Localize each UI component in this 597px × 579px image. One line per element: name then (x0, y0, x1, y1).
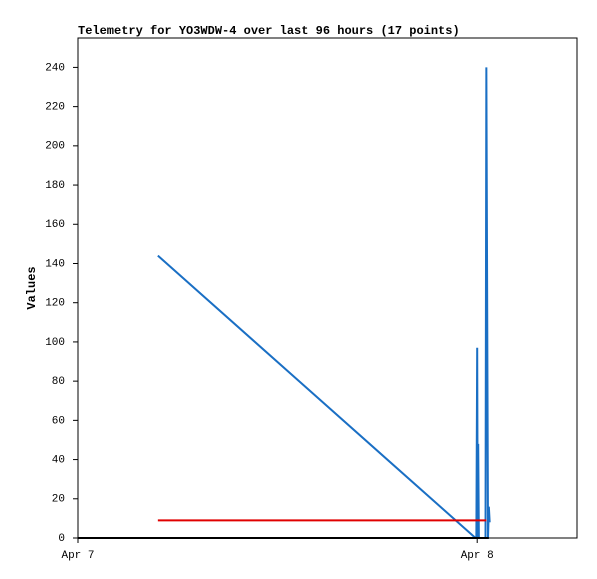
plot-frame (77, 37, 578, 539)
series-line (157, 67, 491, 539)
y-tick-label: 60 (52, 415, 65, 427)
y-tick-label: 220 (45, 102, 65, 114)
y-tick-label: 160 (45, 219, 65, 231)
y-tick-label: 200 (45, 141, 65, 153)
y-tick-label: 40 (52, 454, 65, 466)
y-axis-label: Values (25, 266, 39, 309)
y-tick-label: 180 (45, 180, 65, 192)
y-tick-label: 240 (45, 62, 65, 74)
y-tick-label: 80 (52, 376, 65, 388)
y-tick-label: 20 (52, 494, 65, 506)
y-tick-label: 100 (45, 337, 65, 349)
y-tick-label: 0 (58, 533, 65, 545)
x-tick-label: Apr 7 (61, 550, 94, 562)
chart-title: Telemetry for YO3WDW-4 over last 96 hour… (78, 24, 460, 38)
y-tick-label: 140 (45, 258, 65, 270)
y-tick-label: 120 (45, 298, 65, 310)
x-tick-label: Apr 8 (461, 550, 494, 562)
